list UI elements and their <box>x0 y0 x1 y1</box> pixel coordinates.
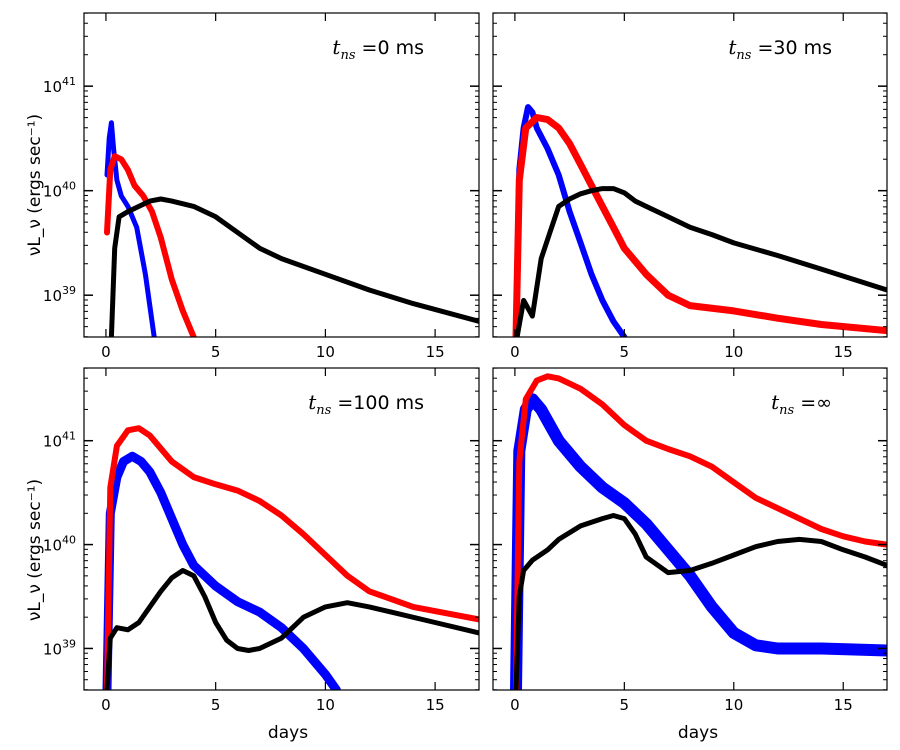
x-tick-label: 5 <box>620 696 630 714</box>
y-tick-label: 1040 <box>43 180 76 201</box>
x-tick-label: 5 <box>620 343 630 361</box>
x-tick-label: 10 <box>724 696 743 714</box>
panel-bottom-right: 0 5 10 15 tns =∞ <box>492 367 888 714</box>
x-tick-label: 15 <box>426 343 445 361</box>
y-axis-label-top: νL_ν (ergs sec⁻¹) <box>25 114 45 256</box>
panel-title: tns =∞ <box>771 390 832 418</box>
series-red-line <box>104 425 479 690</box>
x-tick-label: 15 <box>834 343 853 361</box>
series-blue-line <box>513 104 628 337</box>
x-tick-label: 0 <box>101 343 111 361</box>
panel-title: tns =0 ms <box>332 35 424 63</box>
series-black-line <box>104 568 479 690</box>
series-red-line <box>512 114 887 337</box>
x-tick-label: 0 <box>510 343 520 361</box>
series-black-line <box>514 186 887 337</box>
x-tick-label: 0 <box>510 696 520 714</box>
x-tick-label: 15 <box>834 696 853 714</box>
x-tick-label: 5 <box>211 343 221 361</box>
y-tick-label: 1039 <box>43 284 76 305</box>
plot-frame <box>83 367 480 691</box>
panel-bottom-left: 0 5 10 15 1039 1040 1041 tns =100 ms <box>43 367 480 714</box>
y-axis-label-bottom: νL_ν (ergs sec⁻¹) <box>25 479 45 621</box>
panel-title: tns =100 ms <box>308 390 424 418</box>
series-red-line <box>104 153 197 337</box>
x-tick-label: 10 <box>316 696 335 714</box>
x-tick-label: 10 <box>316 343 335 361</box>
series-black-line <box>513 513 887 690</box>
y-tick-label: 1040 <box>43 534 76 555</box>
series-blue-line <box>104 120 157 337</box>
x-axis-label-right: days <box>678 723 718 743</box>
plot-frame <box>492 367 888 691</box>
series-black-line <box>108 196 479 337</box>
panel-title: tns =30 ms <box>728 35 832 63</box>
series-blue-line <box>510 393 887 690</box>
y-tick-label: 1041 <box>43 75 76 96</box>
series-red-line <box>513 373 887 690</box>
series-blue-line <box>102 451 341 690</box>
x-tick-label: 15 <box>426 696 445 714</box>
plot-frame <box>492 12 888 338</box>
x-axis-label-left: days <box>268 723 308 743</box>
x-tick-label: 5 <box>211 696 221 714</box>
y-tick-label: 1039 <box>43 637 76 658</box>
y-tick-label: 1041 <box>43 430 76 451</box>
plot-frame <box>83 12 480 338</box>
x-tick-label: 10 <box>724 343 743 361</box>
panel-top-right: 0 5 10 15 tns =30 ms <box>492 12 888 361</box>
x-tick-label: 0 <box>101 696 111 714</box>
panel-top-left: 0 5 10 15 1039 1040 1041 tns =0 ms <box>43 12 480 361</box>
